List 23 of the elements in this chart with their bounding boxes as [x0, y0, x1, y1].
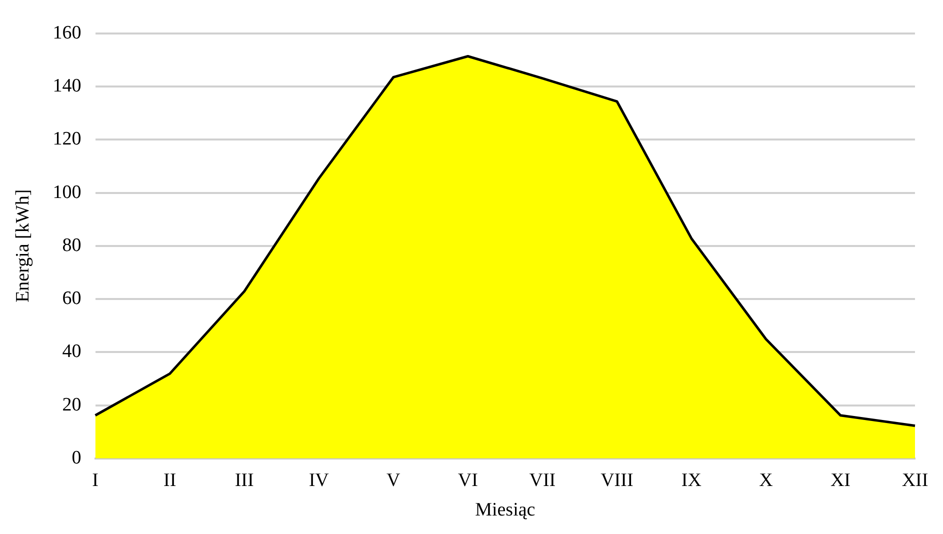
y-tick-label: 40: [62, 341, 82, 362]
y-tick-label: 60: [62, 288, 82, 310]
x-tick-label: IV: [308, 470, 330, 491]
x-tick-label: XI: [830, 470, 851, 491]
x-tick-label: III: [234, 470, 254, 491]
x-tick-label: IX: [681, 470, 702, 491]
x-tick-label: XII: [902, 470, 928, 491]
y-tick-label: 20: [62, 394, 82, 416]
y-tick-label: 0: [72, 447, 82, 468]
y-tick-label: 100: [52, 182, 82, 203]
x-tick-label: VIII: [600, 470, 634, 491]
y-axis-title: Energia [kWh]: [12, 189, 34, 302]
x-tick-label: II: [163, 470, 176, 491]
x-tick-label: VI: [458, 470, 478, 491]
y-tick-label: 140: [52, 76, 82, 97]
x-tick-label: VII: [529, 470, 556, 491]
x-tick-label: V: [386, 470, 401, 491]
y-tick-label: 160: [52, 22, 82, 44]
x-tick-label: X: [759, 470, 774, 491]
y-tick-label: 80: [62, 234, 82, 256]
x-axis-title: Miesiąc: [475, 500, 536, 521]
x-tick-label: I: [92, 470, 98, 491]
y-tick-label: 120: [52, 128, 82, 150]
